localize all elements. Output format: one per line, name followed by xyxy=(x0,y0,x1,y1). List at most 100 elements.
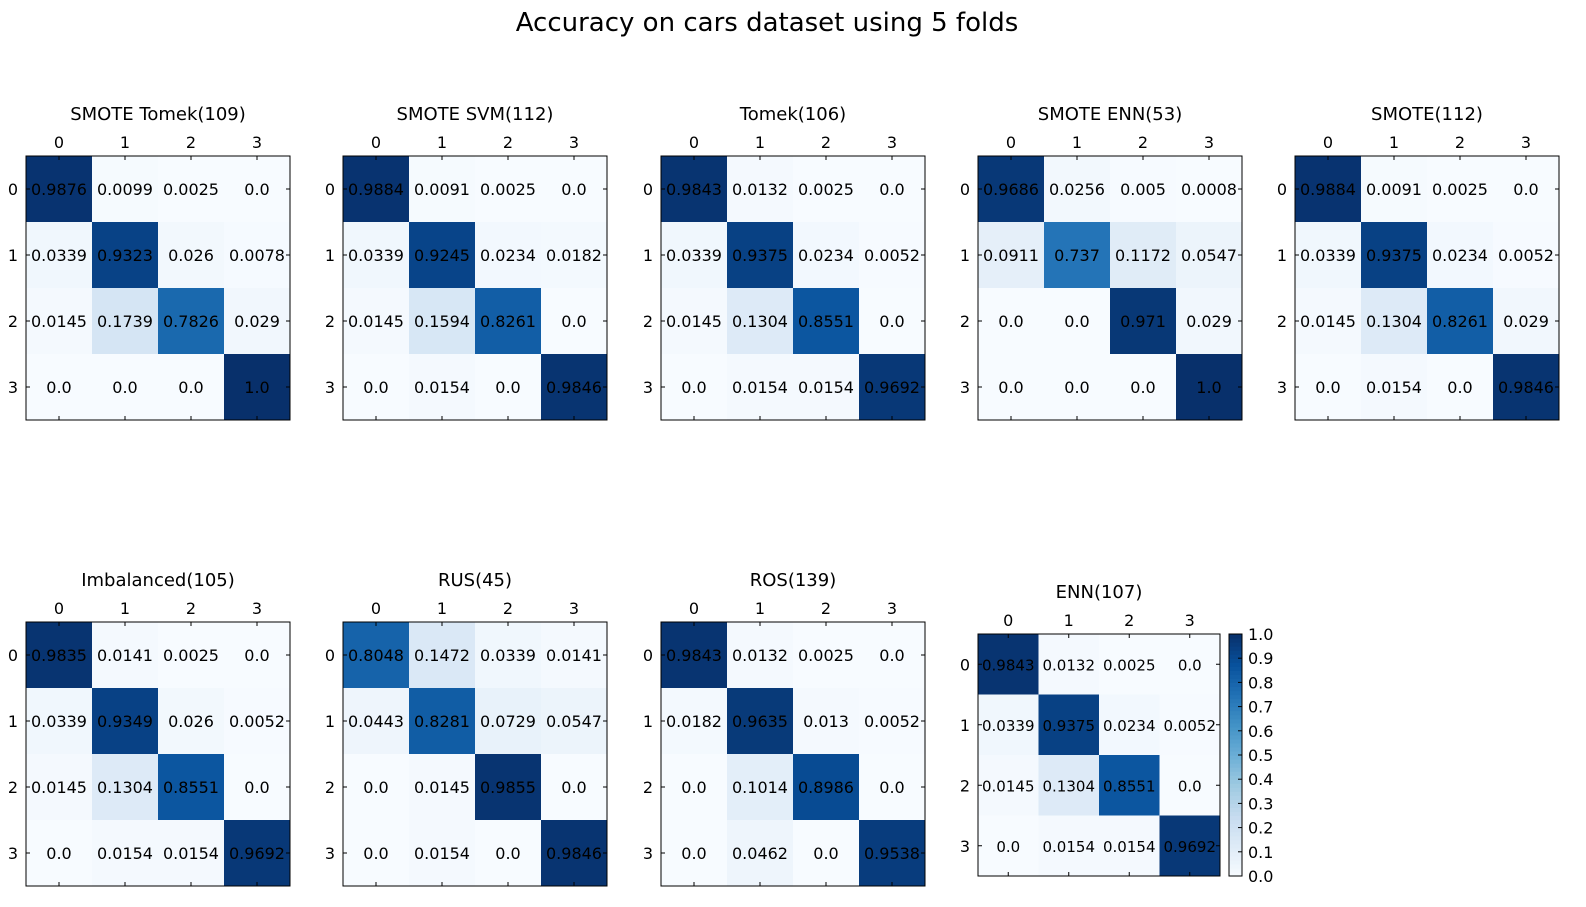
colorbar-segment xyxy=(1229,839,1242,845)
cell-value-label: 0.0154 xyxy=(97,844,153,863)
cell-value-label: 0.0154 xyxy=(1366,378,1422,397)
colorbar-segment xyxy=(1229,827,1242,833)
colorbar-segment xyxy=(1229,650,1242,655)
y-tick-label: 3 xyxy=(960,837,970,856)
heatmap-cell xyxy=(1427,222,1494,289)
colorbar-segment xyxy=(1229,714,1242,720)
y-tick-label: 0 xyxy=(8,180,18,199)
cell-value-label: 0.0 xyxy=(879,646,904,665)
heatmap-cell xyxy=(978,815,1039,877)
heatmap-cell xyxy=(541,688,608,755)
cell-value-label: 0.0 xyxy=(495,844,520,863)
panel-title: SMOTE Tomek(109) xyxy=(70,104,246,125)
heatmap-cell xyxy=(1038,694,1100,756)
heatmap-cell xyxy=(158,288,225,355)
cell-value-label: 0.8261 xyxy=(480,312,536,331)
cell-value-label: 0.0141 xyxy=(546,646,602,665)
heatmap-cell xyxy=(727,156,794,223)
colorbar-segment xyxy=(1229,811,1242,817)
heatmap-cell xyxy=(661,820,728,887)
heatmap-cell xyxy=(1038,755,1100,816)
y-tick-label: 3 xyxy=(325,378,335,397)
cell-value-label: 0.9884 xyxy=(348,180,404,199)
colorbar-tick-label: 0.0 xyxy=(1248,867,1273,886)
cell-value-label: 0.0025 xyxy=(1432,180,1488,199)
heatmap-cell xyxy=(1361,288,1428,355)
y-tick-label: 3 xyxy=(8,378,18,397)
x-tick-label: 2 xyxy=(821,599,831,618)
y-tick-label: 0 xyxy=(325,180,335,199)
colorbar-tick-label: 0.2 xyxy=(1248,819,1273,838)
cell-value-label: 0.1304 xyxy=(1043,777,1096,795)
heatmap-cell xyxy=(224,288,291,355)
colorbar-segment xyxy=(1229,759,1242,764)
cell-value-label: 0.029 xyxy=(1503,312,1549,331)
heatmap-cell xyxy=(1493,288,1560,355)
cell-value-label: 0.0182 xyxy=(666,712,722,731)
cell-value-label: 0.0 xyxy=(561,312,586,331)
cell-value-label: 0.9692 xyxy=(229,844,285,863)
panel-title: Tomek(106) xyxy=(739,104,846,125)
heatmap-cell xyxy=(92,354,159,421)
y-tick-label: 2 xyxy=(8,312,18,331)
heatmap-cell xyxy=(475,354,542,421)
x-tick-label: 0 xyxy=(689,133,699,152)
cell-value-label: 0.0 xyxy=(879,180,904,199)
cell-value-label: 0.0339 xyxy=(348,246,404,265)
colorbar-segment xyxy=(1229,763,1242,768)
colorbar-segment xyxy=(1229,795,1242,800)
cell-value-label: 0.0547 xyxy=(1181,246,1237,265)
heatmap-cell xyxy=(26,288,93,355)
colorbar-segment xyxy=(1229,742,1242,748)
y-tick-label: 2 xyxy=(325,778,335,797)
y-tick-label: 1 xyxy=(325,246,335,265)
heatmap-cell xyxy=(343,354,410,421)
heatmap-cell xyxy=(859,754,926,821)
colorbar-segment xyxy=(1229,638,1242,643)
heatmap-cell xyxy=(26,156,93,223)
heatmap-cell xyxy=(1493,354,1560,421)
heatmap-cell xyxy=(1427,354,1494,421)
colorbar-segment xyxy=(1229,730,1242,736)
colorbar-segment xyxy=(1229,682,1242,688)
panel-frame xyxy=(660,155,926,421)
heatmap-cell xyxy=(409,288,476,355)
y-tick-label: 2 xyxy=(960,776,970,795)
heatmap-cell xyxy=(978,354,1045,421)
cell-value-label: 0.0182 xyxy=(546,246,602,265)
cell-value-label: 0.0 xyxy=(244,646,269,665)
colorbar-segment xyxy=(1229,815,1242,821)
colorbar-tick-label: 0.5 xyxy=(1248,746,1273,765)
heatmap-cell xyxy=(343,688,410,755)
colorbar-segment xyxy=(1229,775,1242,780)
cell-value-label: 0.0154 xyxy=(1103,838,1156,856)
heatmap-cell xyxy=(859,354,926,421)
cell-value-label: 0.0 xyxy=(879,778,904,797)
heatmap-cell xyxy=(1110,288,1177,355)
heatmap-cell xyxy=(158,222,225,289)
colorbar-segment xyxy=(1229,859,1242,865)
cell-value-label: 0.0025 xyxy=(1103,656,1156,674)
heatmap-cell xyxy=(343,156,410,223)
cell-value-label: 0.0145 xyxy=(31,312,87,331)
cell-value-label: 0.0145 xyxy=(666,312,722,331)
colorbar-segment xyxy=(1229,666,1242,671)
heatmap-cell xyxy=(475,820,542,887)
cell-value-label: 0.9375 xyxy=(1366,246,1422,265)
cell-value-label: 0.9843 xyxy=(666,180,722,199)
cell-value-label: 0.013 xyxy=(803,712,849,731)
heatmap-cell xyxy=(158,688,225,755)
cell-value-label: 0.0 xyxy=(998,378,1023,397)
heatmap-cell xyxy=(727,754,794,821)
x-tick-label: 3 xyxy=(1204,133,1214,152)
heatmap-cell xyxy=(475,622,542,689)
cell-value-label: 0.0911 xyxy=(983,246,1039,265)
heatmap-cell xyxy=(224,222,291,289)
heatmap-cell xyxy=(343,222,410,289)
heatmap-cell xyxy=(224,622,291,689)
cell-value-label: 0.9835 xyxy=(31,646,87,665)
cell-value-label: 0.9846 xyxy=(546,378,602,397)
heatmap-cell xyxy=(92,754,159,821)
cell-value-label: 0.0 xyxy=(1130,378,1155,397)
cell-value-label: 0.0154 xyxy=(163,844,219,863)
